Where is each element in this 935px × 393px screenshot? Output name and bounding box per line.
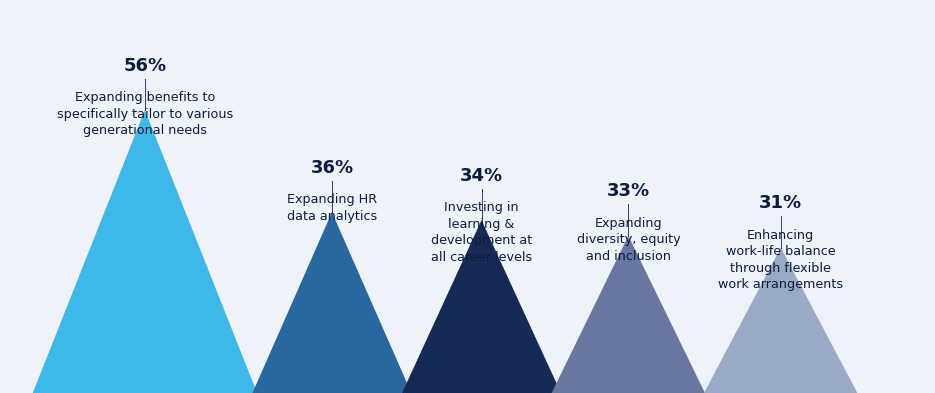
Text: Expanding
diversity, equity
and inclusion: Expanding diversity, equity and inclusio… (577, 200, 680, 263)
Text: 33%: 33% (607, 182, 650, 200)
Text: 56%: 56% (123, 57, 166, 75)
Text: Expanding HR
data analytics: Expanding HR data analytics (287, 177, 377, 223)
Polygon shape (33, 110, 257, 393)
Polygon shape (704, 248, 857, 393)
Polygon shape (252, 212, 411, 393)
Text: 34%: 34% (460, 167, 503, 185)
Polygon shape (552, 236, 705, 393)
Text: Investing in
learning &
development at
all career levels: Investing in learning & development at a… (431, 185, 532, 264)
Text: Expanding benefits to
specifically tailor to various
generational needs: Expanding benefits to specifically tailo… (57, 75, 233, 137)
Polygon shape (402, 220, 561, 393)
Text: 31%: 31% (759, 194, 802, 212)
Text: 36%: 36% (310, 159, 353, 177)
Text: Enhancing
work-life balance
through flexible
work arrangements: Enhancing work-life balance through flex… (718, 212, 843, 291)
